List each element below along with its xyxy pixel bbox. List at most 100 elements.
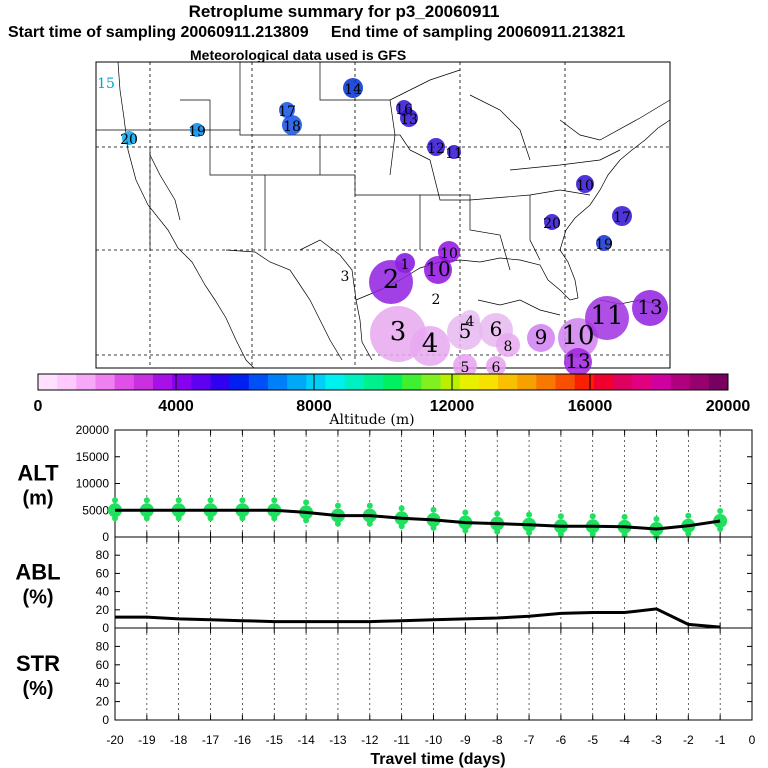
- plume-label: 13: [400, 112, 418, 128]
- data-point: [239, 515, 246, 522]
- data-point: [526, 511, 533, 518]
- data-point: [175, 497, 182, 504]
- plume-marker: [564, 348, 592, 376]
- plume-label: 4: [422, 329, 439, 359]
- plume-label: 9: [535, 325, 548, 349]
- sampling-times: Start time of sampling 20060911.213809 E…: [0, 24, 768, 42]
- y-tick-label: 15000: [76, 450, 110, 464]
- colorbar-segment: [344, 374, 365, 390]
- plume-label: 10: [425, 257, 450, 281]
- data-point: [366, 520, 373, 527]
- panel-label: ABL: [15, 560, 60, 585]
- y-tick-label: 80: [96, 548, 110, 562]
- y-tick-label: 0: [102, 530, 109, 544]
- colorbar-segment: [498, 374, 518, 390]
- chart-title: Retroplume summary for p3_20060911: [188, 2, 500, 21]
- colorbar-segment: [632, 374, 652, 390]
- plume-label: 1: [401, 257, 410, 273]
- colorbar-tick-labels: 0 4000 8000 12000 16000 20000: [34, 398, 751, 415]
- data-point: [462, 527, 469, 534]
- x-tick-label: -13: [329, 733, 347, 747]
- data-point: [143, 497, 150, 504]
- y-tick-label: 10000: [76, 477, 110, 491]
- met-data-note: Meteorological data used is GFS: [190, 47, 407, 63]
- plume-marker: [400, 109, 418, 127]
- data-point: [366, 502, 373, 509]
- plume-marker: [453, 354, 477, 378]
- colorbar-segment: [268, 374, 288, 390]
- colorbar-segment: [114, 374, 135, 390]
- colorbar-segment: [708, 374, 729, 390]
- colorbar-segment: [306, 374, 326, 390]
- data-point: [207, 497, 214, 504]
- x-tick-label: -8: [492, 733, 503, 747]
- y-tick-label: 40: [96, 676, 110, 690]
- colorbar-segment: [325, 374, 346, 390]
- colorbar-tick-label: 16000: [568, 398, 613, 415]
- data-point: [621, 513, 628, 520]
- data-point: [557, 531, 564, 538]
- y-tick-label: 0: [102, 621, 109, 635]
- plume-label: 15: [97, 76, 115, 92]
- panel-unit: (%): [22, 678, 53, 700]
- colorbar-segment: [555, 374, 576, 390]
- panel-alt: 0 5000 10000 15000 20000 ALT(m): [17, 423, 753, 544]
- plume-label: 13: [637, 295, 662, 319]
- x-axis: -20 -19 -18 -17 -16 -15 -14 -13 -12 -11 -10 -9 -8 -7-…: [106, 733, 755, 768]
- data-point: [685, 530, 692, 537]
- x-tick-label: -1: [715, 733, 726, 747]
- y-tick-label: 20: [96, 695, 110, 709]
- x-tick-label: -11: [393, 733, 410, 747]
- x-tick-label: -9: [460, 733, 471, 747]
- data-point: [430, 506, 437, 513]
- data-point: [239, 497, 246, 504]
- colorbar-segment: [229, 374, 250, 390]
- data-point: [112, 515, 118, 522]
- colorbar-segment: [76, 374, 96, 390]
- data-point: [430, 524, 437, 531]
- colorbar-segment: [210, 374, 231, 390]
- plume-marker: [343, 78, 363, 98]
- plume-label: 20: [120, 132, 138, 148]
- data-point: [526, 529, 533, 536]
- data-point: [717, 507, 724, 514]
- plume-marker: [585, 296, 629, 340]
- y-tick-label: 5000: [82, 503, 109, 517]
- colorbar-segment: [651, 374, 671, 390]
- colorbar-label: Altitude (m): [328, 412, 414, 428]
- data-point: [494, 528, 501, 535]
- data-point: [717, 525, 724, 532]
- plume-label: 3: [341, 269, 350, 285]
- plume-marker: [447, 145, 461, 159]
- colorbar-segment: [440, 374, 461, 390]
- plume-marker: [576, 175, 594, 193]
- colorbar-segment: [191, 374, 211, 390]
- data-point: [653, 515, 660, 522]
- data-point: [398, 523, 405, 530]
- colorbar-segment: [287, 374, 307, 390]
- plume-label: 6: [492, 360, 501, 376]
- data-point: [685, 512, 692, 519]
- colorbar-tick-label: 20000: [706, 398, 751, 415]
- y-tick-label: 20: [96, 603, 110, 617]
- plume-marker: [369, 260, 413, 304]
- x-tick-label: -20: [106, 733, 124, 747]
- plume-label: 5: [461, 360, 470, 376]
- colorbar-segment: [95, 374, 116, 390]
- plume-label: 20: [543, 216, 561, 232]
- panel-str: 0 20 40 60 80 STR(%): [16, 627, 753, 727]
- data-point: [589, 531, 596, 538]
- plume-marker: [496, 333, 520, 357]
- plume-label: 10: [576, 178, 594, 194]
- plume-marker: [544, 214, 560, 230]
- x-tick-label: -18: [170, 733, 188, 747]
- retroplume-markers: [122, 78, 668, 378]
- plume-label: 5: [459, 319, 472, 343]
- panel-abl: 0 20 40 60 80 ABL(%): [15, 536, 753, 635]
- colorbar-tick-label: 12000: [430, 398, 475, 415]
- x-tick-label: -12: [361, 733, 379, 747]
- plume-label: 2: [383, 265, 400, 295]
- plume-label: 11: [445, 146, 463, 162]
